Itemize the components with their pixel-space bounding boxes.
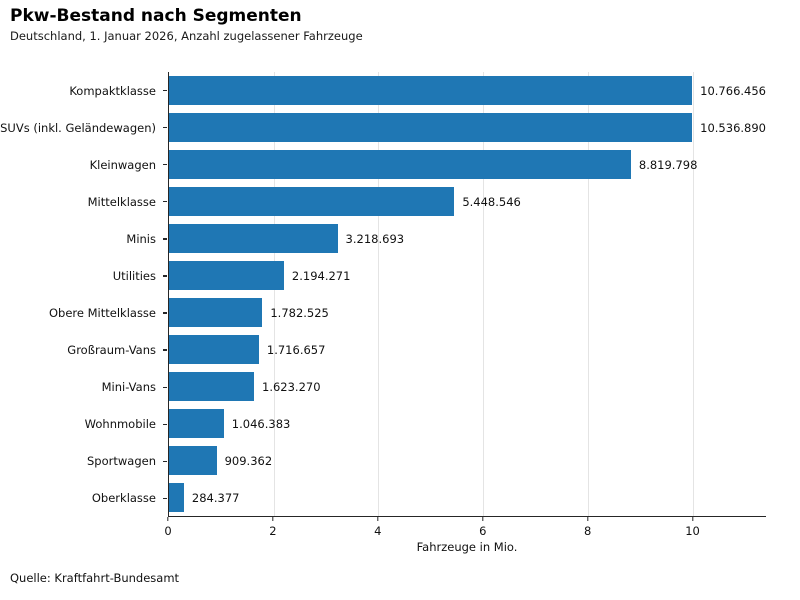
bar-value-label: 10.766.456: [700, 83, 766, 98]
bar-10: [169, 409, 224, 438]
bar-value-label: 1.716.657: [266, 342, 326, 357]
bar-row: 1.046.383: [169, 405, 766, 442]
plot-area: 10.766.456 10.536.890 8.819.798 5.448.546 3.…: [168, 72, 766, 517]
x-tick-mark: [586, 517, 589, 521]
y-tick-mark: [163, 423, 167, 425]
bar-row: 10.536.890: [169, 109, 766, 146]
gridline-x-6: [483, 72, 485, 516]
category-label: Oberklasse: [91, 491, 156, 506]
y-tick-mark: [163, 126, 167, 129]
bar-8: [169, 335, 259, 364]
y-tick-mark: [163, 201, 167, 203]
x-tick-mark: [482, 517, 484, 521]
y-tick-mark: [163, 349, 167, 351]
bar-9: [169, 372, 254, 401]
y-tick-mark: [163, 497, 167, 500]
x-tick-label: 6: [479, 524, 487, 538]
bar-row: 3.218.693: [169, 220, 766, 257]
category-label: Kleinwagen: [89, 157, 156, 172]
bar-row: 5.448.546: [169, 183, 766, 220]
y-tick-mark: [163, 164, 167, 166]
bar-row: 1.782.525: [169, 294, 766, 331]
x-tick-label: 2: [269, 524, 277, 538]
bar-value-label: 10.536.890: [700, 120, 766, 135]
y-tick-mark: [163, 89, 167, 92]
gridline-x-2: [273, 72, 275, 516]
bar-value-label: 3.218.693: [345, 231, 405, 246]
bar-row: 2.194.271: [169, 257, 766, 294]
x-axis: 0 2 4 6 8 10: [164, 517, 766, 557]
gridline-x-4: [378, 72, 380, 516]
bar-value-label: 2.194.271: [291, 268, 351, 283]
bar-row: 8.819.798: [169, 146, 766, 183]
category-label: Mittelklasse: [87, 194, 156, 209]
gridline-x-8: [587, 72, 589, 516]
x-tick-mark: [691, 517, 694, 521]
bar-4: [169, 187, 455, 216]
y-tick-mark: [163, 386, 167, 388]
bar-11: [169, 446, 217, 475]
category-label: Utilities: [112, 268, 156, 283]
bar-row: 1.623.270: [169, 368, 766, 405]
bar-value-label: 1.623.270: [262, 379, 321, 394]
category-label: Kompaktklasse: [69, 83, 156, 98]
x-tick-label: 8: [583, 524, 592, 538]
chart-title: Pkw-Bestand nach Segmenten: [10, 6, 302, 26]
bar-1: [169, 76, 693, 105]
x-tick-label: 0: [164, 524, 172, 538]
gridline-x-10: [692, 72, 694, 516]
bar-row: 10.766.456: [169, 72, 766, 109]
bar-2: [169, 113, 693, 142]
category-label: Obere Mittelklasse: [49, 306, 156, 321]
y-tick-mark: [163, 238, 167, 240]
bar-value-label: 8.819.798: [638, 157, 698, 172]
bar-value-label: 1.046.383: [231, 416, 291, 431]
bar-value-label: 909.362: [224, 453, 273, 468]
bar-value-label: 1.782.525: [270, 305, 329, 320]
category-label: Mini-Vans: [101, 380, 156, 395]
chart-subtitle: Deutschland, 1. Januar 2026, Anzahl zuge…: [10, 29, 363, 43]
bar-value-label: 284.377: [191, 490, 240, 505]
bar-5: [169, 224, 338, 253]
category-label: Sportwagen: [87, 454, 156, 469]
y-axis-category-labels: Kompaktklasse SUVs (inkl. Geländewagen) Kl…: [0, 72, 168, 517]
category-label: Wohnmobile: [84, 417, 156, 432]
category-label: Großraum-Vans: [67, 343, 156, 358]
y-tick-mark: [163, 312, 167, 314]
bar-row: 284.377: [169, 479, 766, 516]
bar-value-label: 5.448.546: [462, 194, 521, 209]
category-label: SUVs (inkl. Geländewagen): [0, 120, 156, 135]
x-tick-label: 10: [685, 524, 700, 538]
x-tick-mark: [272, 517, 274, 521]
x-tick-mark: [167, 517, 169, 521]
y-tick-mark: [163, 275, 167, 277]
bar-rows: 10.766.456 10.536.890 8.819.798 5.448.546 3.…: [169, 72, 766, 516]
source-note: Quelle: Kraftfahrt-Bundesamt: [10, 571, 180, 585]
x-tick-label: 4: [374, 524, 382, 538]
bar-6: [169, 261, 284, 290]
bar-row: 1.716.657: [169, 331, 766, 368]
y-tick-mark: [163, 460, 167, 463]
bar-7: [169, 298, 263, 327]
bar-3: [169, 150, 631, 179]
x-tick-mark: [377, 517, 379, 521]
x-axis-title: Fahrzeuge in Mio.: [416, 540, 518, 554]
category-label: Minis: [126, 231, 156, 246]
bar-row: 909.362: [169, 442, 766, 479]
bar-12: [169, 483, 184, 512]
